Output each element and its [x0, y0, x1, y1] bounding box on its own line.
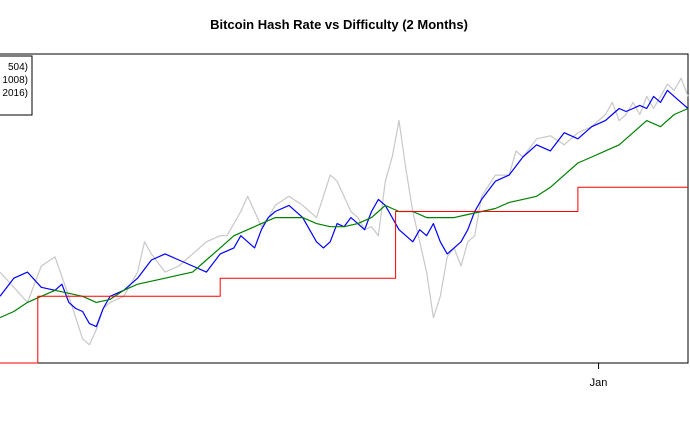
x-axis: Jan — [590, 363, 608, 389]
series-layer — [0, 77, 689, 364]
chart-title: Bitcoin Hash Rate vs Difficulty (2 Month… — [210, 17, 468, 32]
x-tick-label: Jan — [590, 377, 608, 389]
series-line-3 — [0, 107, 689, 319]
series-line-2 — [0, 89, 689, 328]
legend-entry-3: 2016) — [2, 88, 28, 99]
legend: 504) 1008) 2016) — [0, 55, 33, 116]
series-line-4 — [0, 186, 688, 364]
legend-box — [0, 55, 33, 116]
legend-entry-2: 1008) — [2, 75, 28, 86]
plot-area — [0, 53, 689, 364]
legend-entry-1: 504) — [8, 62, 28, 73]
